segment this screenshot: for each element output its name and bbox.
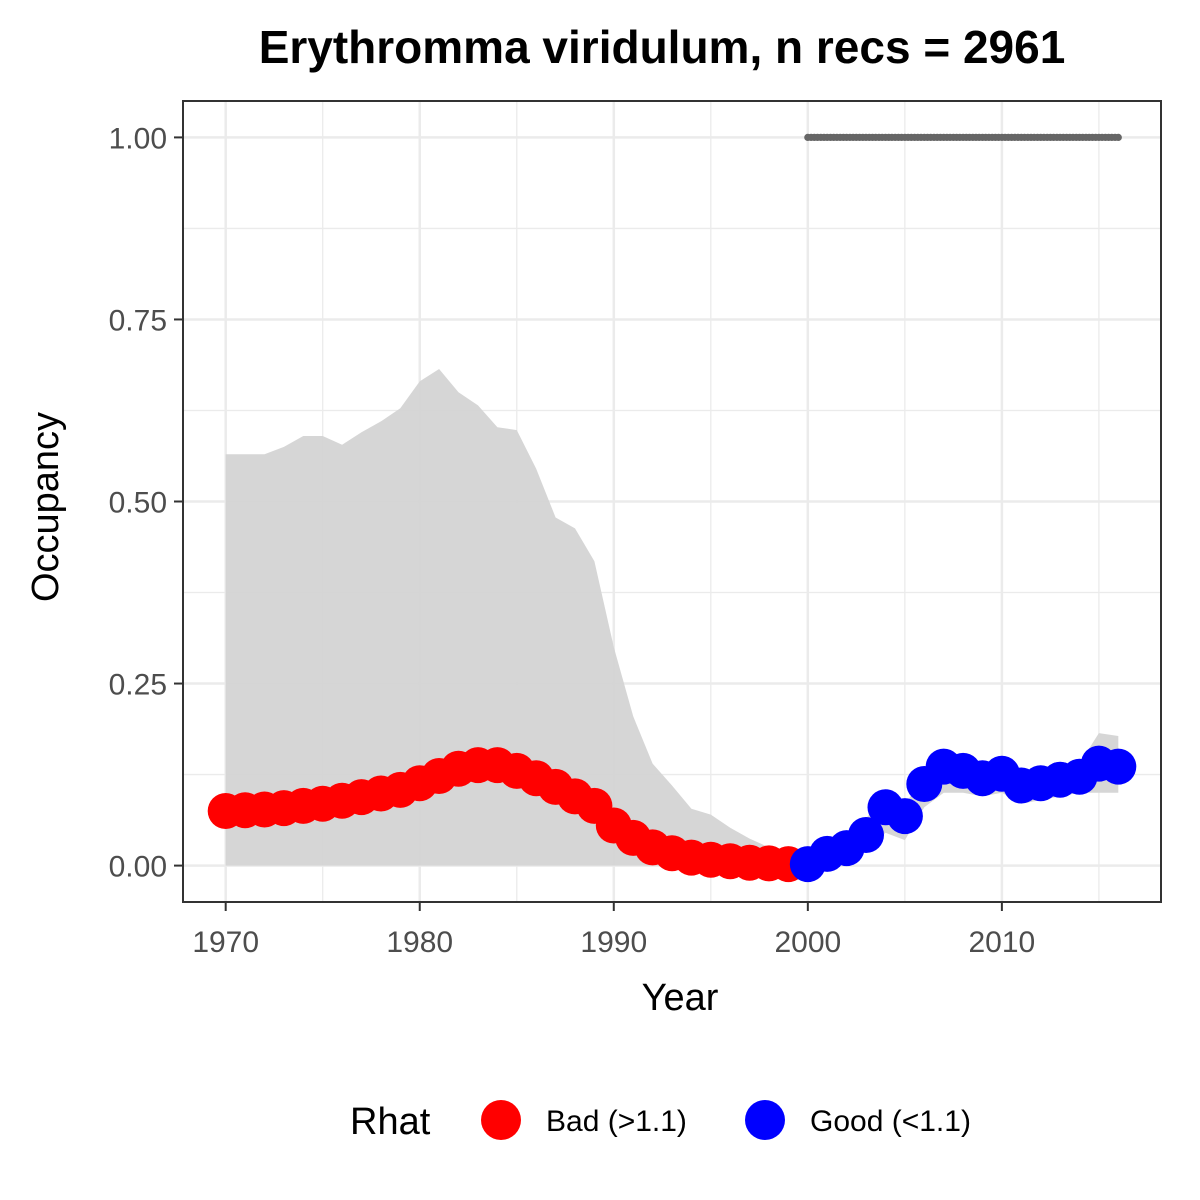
- occupancy-point-good: [886, 798, 923, 835]
- occupancy-point-good: [848, 817, 884, 853]
- y-tick-label: 0.75: [109, 304, 167, 337]
- legend-label-bad: Bad (>1.1): [546, 1105, 687, 1138]
- x-tick-label: 1980: [386, 926, 453, 959]
- dotted-line-layer: [804, 133, 1122, 141]
- legend-label-good: Good (<1.1): [810, 1105, 971, 1138]
- occupancy-point-good: [1100, 748, 1137, 785]
- x-axis-title: Year: [642, 977, 719, 1019]
- y-axis-title: Occupancy: [25, 412, 67, 602]
- x-tick-label: 2000: [774, 926, 841, 959]
- confidence-ribbon: [225, 369, 1119, 866]
- x-tick-label: 2010: [969, 926, 1036, 959]
- y-tick-label: 1.00: [109, 122, 167, 155]
- x-axis-ticks: 1970 1980 1990 2000 2010: [192, 902, 1035, 959]
- confidence-ribbon-layer: [225, 369, 1119, 866]
- legend-key-good: [745, 1100, 785, 1140]
- chart-title: Erythromma viridulum, n recs = 2961: [259, 21, 1066, 73]
- x-tick-label: 1990: [580, 926, 647, 959]
- dotted-line-dot: [1114, 133, 1122, 141]
- legend-key-bad: [481, 1100, 521, 1140]
- occupancy-points-layer: [207, 745, 1137, 883]
- x-tick-label: 1970: [192, 926, 259, 959]
- y-axis-ticks: 0.00 0.25 0.50 0.75 1.00: [109, 122, 183, 884]
- y-tick-label: 0.25: [109, 669, 167, 702]
- y-tick-label: 0.50: [109, 487, 167, 520]
- legend: Rhat Bad (>1.1) Good (<1.1): [350, 1100, 971, 1143]
- legend-title: Rhat: [350, 1101, 431, 1143]
- y-tick-label: 0.00: [109, 851, 167, 884]
- plot-panel: [182, 100, 1162, 903]
